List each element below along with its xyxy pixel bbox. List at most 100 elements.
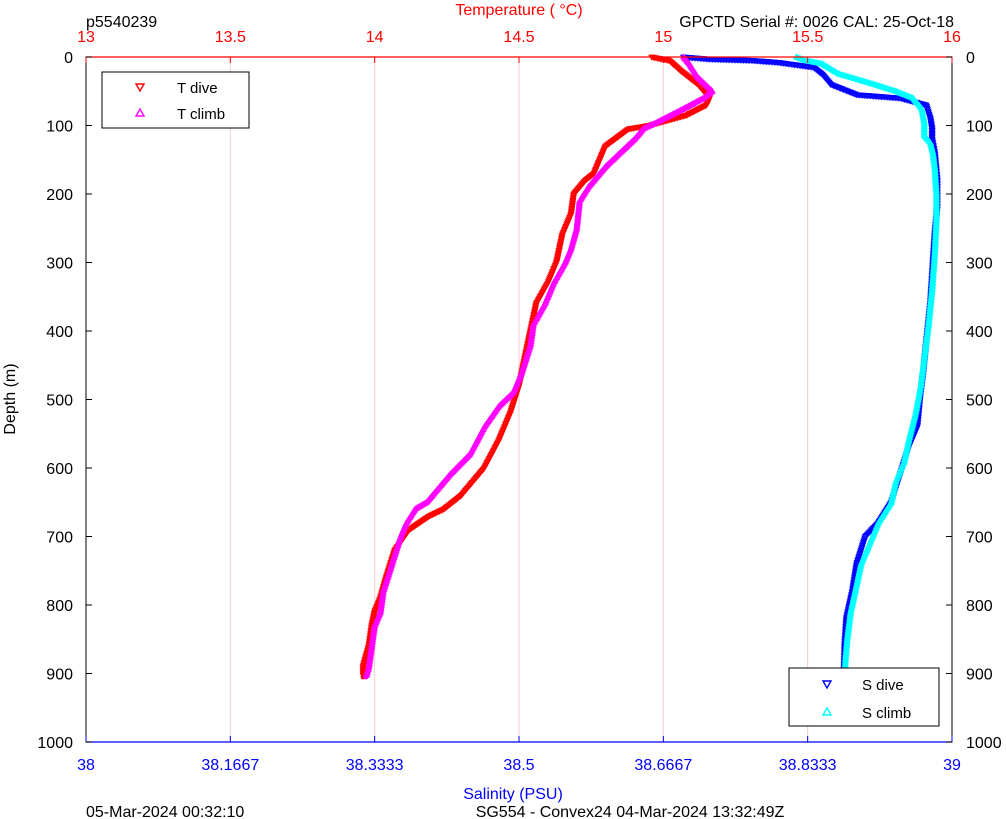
data-point: [798, 55, 806, 62]
data-point: [908, 93, 916, 100]
data-point: [900, 90, 908, 98]
depth-tick-label-left: 200: [46, 187, 73, 204]
data-point: [691, 98, 700, 105]
data-point: [703, 91, 712, 98]
data-point: [928, 130, 936, 138]
depth-tick-label-left: 700: [46, 530, 73, 547]
data-point: [641, 124, 649, 131]
temperature-axis-title: Temperature ( °C): [455, 2, 582, 19]
depth-tick-label-left: 600: [46, 461, 73, 478]
data-point: [414, 503, 422, 510]
data-point: [568, 205, 576, 212]
data-point: [825, 64, 833, 71]
data-point: [707, 88, 715, 95]
data-point: [568, 202, 576, 209]
depth-tick-label-right: 500: [966, 393, 993, 410]
axes: 13 38 13.5 38.1667 14 38.3333 14.5 38.5 15 38.666…: [37, 29, 1001, 774]
data-point: [893, 88, 901, 95]
data-point: [656, 117, 664, 124]
data-point: [651, 119, 659, 126]
data-point: [653, 118, 662, 125]
data-point: [668, 110, 676, 117]
data-point: [570, 191, 578, 198]
data-point: [920, 129, 928, 136]
depth-tick-label-right: 200: [966, 187, 993, 204]
data-point: [928, 132, 936, 139]
salinity-tick-label: 38.1667: [201, 757, 259, 774]
data-point: [569, 194, 577, 201]
data-point: [698, 95, 706, 102]
salinity-tick-label: 38.3333: [346, 757, 404, 774]
data-point: [658, 116, 666, 123]
depth-tick-label-right: 1000: [966, 735, 1002, 752]
legend-t-dive-marker: [134, 83, 146, 93]
data-point: [690, 99, 698, 106]
data-point: [928, 133, 936, 140]
data-point: [899, 90, 907, 97]
data-point: [822, 62, 830, 69]
temperature-tick-label: 13: [77, 29, 95, 46]
legend-temperature-box: [101, 71, 250, 129]
depth-tick-label-right: 0: [966, 50, 975, 67]
data-point: [648, 121, 656, 128]
data-point: [359, 665, 367, 672]
data-point: [693, 98, 701, 105]
data-point: [892, 87, 900, 94]
data-point: [928, 135, 936, 142]
data-point: [679, 105, 687, 112]
data-point: [645, 122, 653, 129]
data-point: [412, 504, 420, 511]
grid-lines: [229, 57, 809, 742]
data-point: [659, 115, 667, 122]
salinity-tick-label: 39: [943, 757, 961, 774]
data-point: [694, 97, 702, 104]
data-point: [903, 92, 911, 99]
data-point: [897, 89, 906, 96]
legend-temperature: T dive T climb: [101, 71, 250, 129]
data-point: [902, 91, 910, 98]
data-point: [568, 204, 576, 211]
data-point: [419, 500, 427, 507]
profile-id: p5540239: [86, 14, 157, 31]
depth-tick-label-left: 500: [46, 393, 73, 410]
serial-info: GPCTD Serial #: 0026 CAL: 25-Oct-18: [679, 14, 954, 31]
depth-tick-label-right: 400: [966, 324, 993, 341]
data-point: [831, 68, 839, 75]
legend-s-climb-marker: [821, 706, 833, 716]
data-point: [833, 68, 841, 75]
temperature-tick-label: 15.5: [792, 29, 823, 46]
data-point: [415, 503, 423, 510]
data-point: [568, 207, 576, 214]
data-point: [662, 114, 670, 121]
depth-axis-title: Depth (m): [2, 363, 19, 434]
data-point: [705, 90, 713, 97]
data-point: [795, 54, 803, 61]
data-point: [896, 89, 904, 96]
data-point: [569, 199, 577, 206]
data-point: [821, 61, 829, 68]
data-point: [663, 113, 671, 120]
series-s-climb: [792, 53, 940, 680]
salinity-tick-label: 38.5: [503, 757, 534, 774]
data-point: [643, 123, 652, 130]
footer-timestamp: 05-Mar-2024 00:32:10: [86, 804, 244, 819]
data-point: [675, 107, 683, 114]
data-point: [701, 93, 709, 100]
data-point: [642, 123, 650, 130]
legend-salinity: S dive S climb: [788, 667, 940, 727]
depth-tick-label-left: 1000: [37, 735, 73, 752]
data-point: [363, 674, 369, 680]
data-point: [420, 500, 428, 507]
data-point: [708, 87, 716, 94]
depth-tick-label-right: 900: [966, 667, 993, 684]
depth-tick-label-left: 0: [64, 50, 73, 67]
data-point: [678, 105, 686, 112]
depth-tick-label-right: 700: [966, 530, 993, 547]
data-point: [827, 65, 835, 72]
depth-tick-label-right: 600: [966, 461, 993, 478]
data-point: [666, 112, 674, 119]
data-point: [702, 92, 710, 99]
data-point: [681, 104, 689, 111]
temperature-tick-label: 13.5: [215, 29, 246, 46]
